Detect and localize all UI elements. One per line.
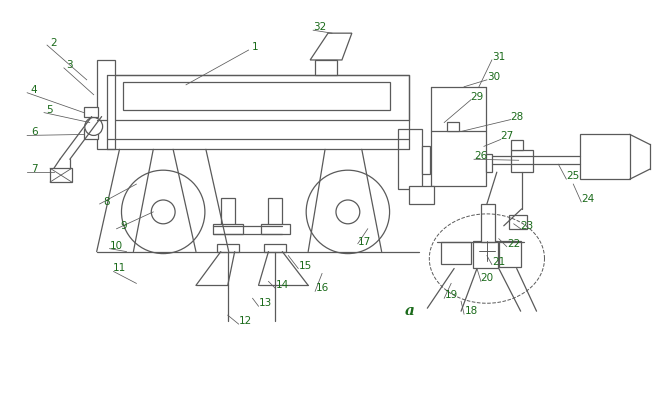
Text: a: a	[404, 304, 414, 318]
Text: 27: 27	[500, 132, 513, 141]
Text: 16: 16	[316, 283, 329, 294]
Text: 22: 22	[507, 239, 520, 249]
Circle shape	[151, 200, 175, 224]
Bar	[84, 130, 97, 139]
Bar	[315, 60, 337, 75]
Text: 29: 29	[470, 92, 483, 102]
Text: 26: 26	[474, 151, 487, 161]
Text: 25: 25	[567, 171, 580, 181]
Text: 10: 10	[110, 241, 123, 251]
Bar	[123, 82, 390, 110]
Text: 30: 30	[487, 72, 501, 82]
Bar	[511, 140, 522, 151]
Text: 12: 12	[239, 316, 252, 326]
Circle shape	[306, 170, 390, 254]
Bar	[410, 186, 434, 204]
Text: 4: 4	[30, 85, 37, 95]
Text: 31: 31	[492, 52, 505, 62]
Text: 21: 21	[492, 256, 505, 267]
Text: 9: 9	[120, 221, 127, 231]
Text: 32: 32	[314, 22, 327, 32]
Circle shape	[85, 117, 103, 136]
Bar	[481, 204, 495, 242]
Text: 6: 6	[30, 127, 37, 138]
Bar	[511, 151, 532, 172]
Bar	[213, 224, 243, 234]
Text: 3: 3	[66, 60, 73, 70]
Polygon shape	[310, 33, 352, 60]
Text: 19: 19	[444, 290, 457, 300]
Text: 1: 1	[252, 42, 259, 52]
Bar	[580, 134, 630, 179]
Text: 18: 18	[464, 306, 477, 316]
Text: 17: 17	[358, 237, 371, 247]
Bar	[221, 198, 235, 226]
Bar	[50, 168, 72, 182]
Bar	[265, 243, 286, 252]
Bar	[447, 121, 459, 132]
Text: 13: 13	[259, 298, 272, 308]
Text: 2: 2	[50, 38, 57, 48]
Text: 11: 11	[113, 264, 126, 273]
Bar	[84, 107, 97, 117]
Text: 20: 20	[480, 273, 493, 283]
Bar	[441, 242, 471, 264]
Bar	[261, 224, 290, 234]
Bar	[486, 154, 492, 172]
Bar	[97, 60, 115, 149]
Bar	[473, 241, 498, 268]
Text: 24: 24	[581, 194, 595, 204]
Bar	[217, 243, 239, 252]
Bar	[499, 241, 520, 266]
Text: 23: 23	[520, 221, 533, 231]
Bar	[432, 132, 486, 186]
Text: 7: 7	[30, 164, 37, 174]
Bar	[398, 130, 422, 189]
Bar	[107, 75, 410, 119]
Bar	[422, 146, 430, 174]
Text: 8: 8	[103, 197, 110, 207]
Bar	[269, 198, 282, 226]
Text: 14: 14	[276, 281, 289, 290]
Bar	[509, 215, 526, 229]
Text: 5: 5	[46, 105, 53, 115]
Circle shape	[121, 170, 205, 254]
Text: 28: 28	[510, 112, 523, 122]
Text: 15: 15	[298, 260, 312, 271]
Circle shape	[336, 200, 360, 224]
